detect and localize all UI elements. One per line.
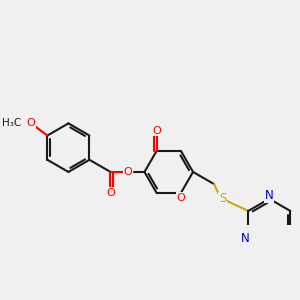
Text: N: N	[265, 189, 274, 202]
Text: N: N	[241, 232, 249, 245]
Text: S: S	[219, 192, 226, 205]
Text: O: O	[152, 126, 161, 136]
Text: O: O	[123, 167, 132, 177]
Text: O: O	[176, 193, 185, 202]
Text: H₃C: H₃C	[2, 118, 21, 128]
Text: O: O	[106, 188, 115, 198]
Text: O: O	[27, 118, 35, 128]
